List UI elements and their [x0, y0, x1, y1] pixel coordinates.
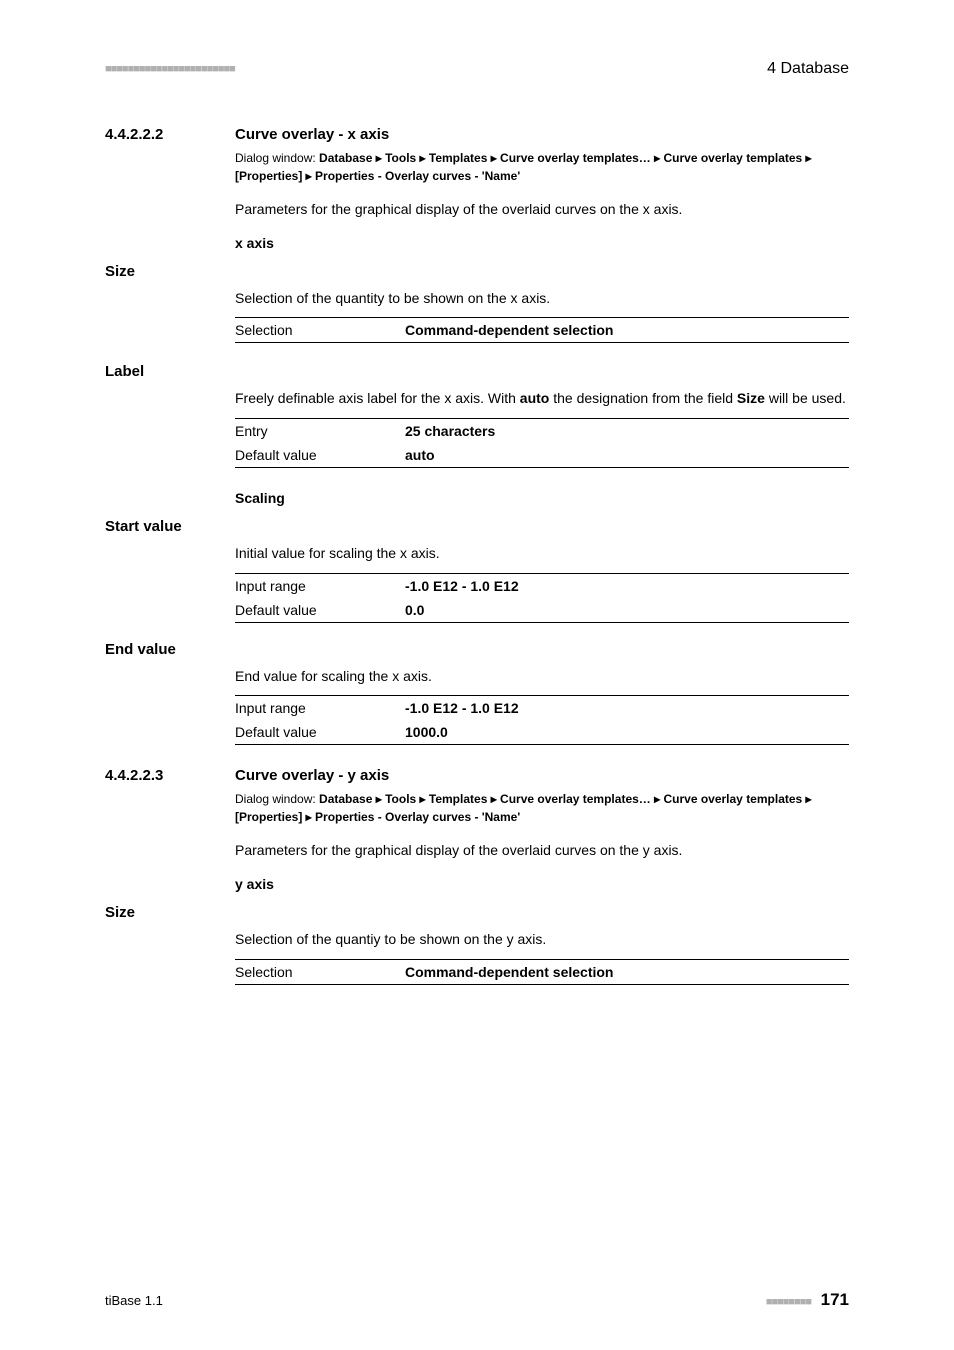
header-section-label: 4 Database	[767, 60, 849, 78]
x-end-range-col2: -1.0 E12 - 1.0 E12	[405, 700, 519, 716]
x-end-default-row: Default value 1000.0	[235, 720, 849, 745]
page-header: ■■■■■■■■■■■■■■■■■■■■■■■ 4 Database	[105, 60, 849, 78]
section-x-heading: 4.4.2.2.2 Curve overlay - x axis	[105, 126, 849, 143]
x-end-default-col2: 1000.0	[405, 724, 448, 740]
x-label-entry-row: Entry 25 characters	[235, 418, 849, 443]
section-y-intro: Parameters for the graphical display of …	[235, 840, 849, 862]
x-label-default-row: Default value auto	[235, 443, 849, 468]
x-label-entry-col1: Entry	[235, 423, 405, 439]
x-label-label: Label	[105, 363, 849, 380]
section-x-title: Curve overlay - x axis	[235, 126, 389, 143]
x-axis-heading: x axis	[235, 235, 849, 251]
section-x-dialog-path: Dialog window: Database ▸ Tools ▸ Templa…	[235, 149, 849, 185]
section-y-number: 4.4.2.2.3	[105, 767, 235, 784]
x-label-default-col2: auto	[405, 447, 435, 463]
section-y-heading: 4.4.2.2.3 Curve overlay - y axis	[105, 767, 849, 784]
x-scaling-heading: Scaling	[235, 490, 849, 506]
y-size-col1: Selection	[235, 964, 405, 980]
page-number: 171	[821, 1290, 849, 1309]
x-start-label: Start value	[105, 518, 849, 535]
x-size-selection-row: Selection Command-dependent selection	[235, 317, 849, 343]
footer-dashes: ■■■■■■■■	[766, 1296, 811, 1308]
x-end-range-row: Input range -1.0 E12 - 1.0 E12	[235, 695, 849, 720]
x-end-range-col1: Input range	[235, 700, 405, 716]
x-end-label: End value	[105, 641, 849, 658]
x-start-range-col2: -1.0 E12 - 1.0 E12	[405, 578, 519, 594]
section-y-title: Curve overlay - y axis	[235, 767, 389, 784]
x-end-desc: End value for scaling the x axis.	[235, 666, 849, 688]
x-size-col2: Command-dependent selection	[405, 322, 613, 338]
x-start-desc: Initial value for scaling the x axis.	[235, 543, 849, 565]
x-label-default-col1: Default value	[235, 447, 405, 463]
section-x-number: 4.4.2.2.2	[105, 126, 235, 143]
x-label-desc: Freely definable axis label for the x ax…	[235, 388, 849, 410]
page-footer: tiBase 1.1 ■■■■■■■■ 171	[105, 1290, 849, 1310]
y-size-col2: Command-dependent selection	[405, 964, 613, 980]
x-start-default-col2: 0.0	[405, 602, 424, 618]
y-size-label: Size	[105, 904, 849, 921]
footer-product: tiBase 1.1	[105, 1293, 163, 1308]
y-axis-heading: y axis	[235, 876, 849, 892]
x-size-desc: Selection of the quantity to be shown on…	[235, 288, 849, 310]
section-y-dialog-path: Dialog window: Database ▸ Tools ▸ Templa…	[235, 790, 849, 826]
y-size-desc: Selection of the quantiy to be shown on …	[235, 929, 849, 951]
x-size-col1: Selection	[235, 322, 405, 338]
x-label-entry-col2: 25 characters	[405, 423, 495, 439]
x-size-label: Size	[105, 263, 849, 280]
x-start-default-row: Default value 0.0	[235, 598, 849, 623]
x-start-range-col1: Input range	[235, 578, 405, 594]
x-start-default-col1: Default value	[235, 602, 405, 618]
header-dashes: ■■■■■■■■■■■■■■■■■■■■■■■	[105, 63, 235, 75]
x-end-default-col1: Default value	[235, 724, 405, 740]
x-start-range-row: Input range -1.0 E12 - 1.0 E12	[235, 573, 849, 598]
section-x-intro: Parameters for the graphical display of …	[235, 199, 849, 221]
y-size-selection-row: Selection Command-dependent selection	[235, 959, 849, 985]
